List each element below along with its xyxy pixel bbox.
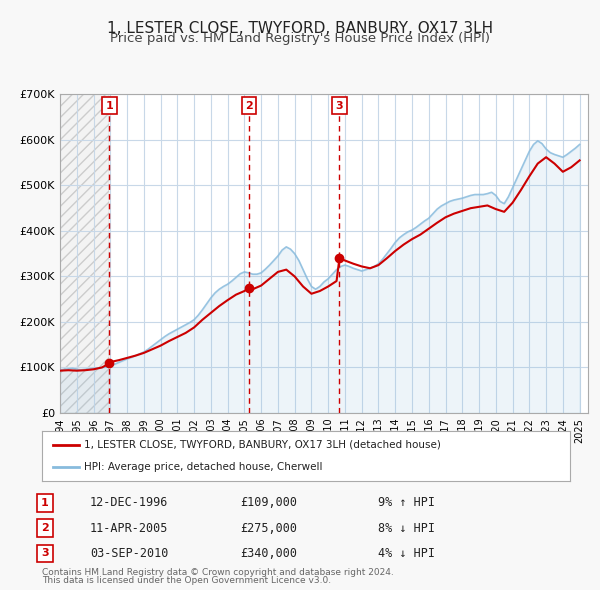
Text: 1, LESTER CLOSE, TWYFORD, BANBURY, OX17 3LH (detached house): 1, LESTER CLOSE, TWYFORD, BANBURY, OX17 … — [84, 440, 441, 450]
Text: Contains HM Land Registry data © Crown copyright and database right 2024.: Contains HM Land Registry data © Crown c… — [42, 568, 394, 577]
Text: 2: 2 — [245, 101, 253, 111]
Text: £275,000: £275,000 — [240, 522, 297, 535]
Text: 3: 3 — [335, 101, 343, 111]
Text: 1, LESTER CLOSE, TWYFORD, BANBURY, OX17 3LH: 1, LESTER CLOSE, TWYFORD, BANBURY, OX17 … — [107, 21, 493, 35]
Text: 3: 3 — [41, 549, 49, 558]
Text: 1: 1 — [106, 101, 113, 111]
Text: £340,000: £340,000 — [240, 547, 297, 560]
Text: 12-DEC-1996: 12-DEC-1996 — [90, 496, 169, 509]
Text: Price paid vs. HM Land Registry's House Price Index (HPI): Price paid vs. HM Land Registry's House … — [110, 32, 490, 45]
Text: 9% ↑ HPI: 9% ↑ HPI — [378, 496, 435, 509]
Bar — [60, 94, 109, 413]
Text: £109,000: £109,000 — [240, 496, 297, 509]
Text: 2: 2 — [41, 523, 49, 533]
Text: HPI: Average price, detached house, Cherwell: HPI: Average price, detached house, Cher… — [84, 462, 323, 472]
Text: This data is licensed under the Open Government Licence v3.0.: This data is licensed under the Open Gov… — [42, 576, 331, 585]
Text: 4% ↓ HPI: 4% ↓ HPI — [378, 547, 435, 560]
Bar — [60, 94, 109, 413]
Text: 8% ↓ HPI: 8% ↓ HPI — [378, 522, 435, 535]
Text: 11-APR-2005: 11-APR-2005 — [90, 522, 169, 535]
Text: 1: 1 — [41, 498, 49, 507]
Text: 03-SEP-2010: 03-SEP-2010 — [90, 547, 169, 560]
